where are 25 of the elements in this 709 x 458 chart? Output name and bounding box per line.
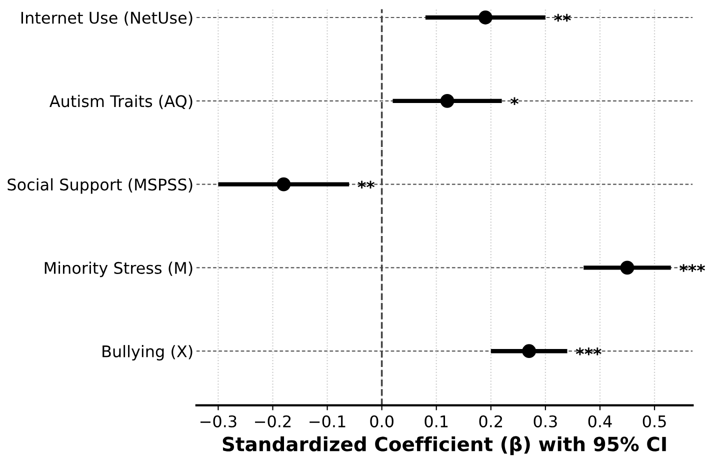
annotation: ** bbox=[358, 180, 375, 188]
point bbox=[276, 177, 291, 192]
x-tick-label: 0.2 bbox=[479, 415, 502, 428]
x-tick-label: 0.4 bbox=[588, 415, 612, 428]
annotation: * bbox=[510, 97, 519, 106]
annotation: *** bbox=[680, 264, 706, 272]
point bbox=[522, 344, 536, 358]
y-tick-label: Social Support (MSPSS) bbox=[8, 178, 192, 194]
y-tick-label: Minority Stress (M) bbox=[44, 262, 192, 278]
x-axis-title: Standardized Coefficient (β) with 95% CI bbox=[222, 436, 666, 456]
x-tick-label: −0.3 bbox=[200, 415, 236, 428]
x-tick-label: 0.5 bbox=[642, 415, 666, 428]
y-tick-label: Bullying (X) bbox=[102, 345, 192, 361]
x-tick-label: 0.0 bbox=[370, 415, 394, 428]
x-tick-label: 0.1 bbox=[424, 415, 448, 428]
x-tick-label: −0.2 bbox=[255, 415, 291, 428]
point bbox=[440, 94, 454, 108]
point bbox=[620, 260, 634, 275]
annotation: ** bbox=[554, 14, 571, 22]
y-tick-label: Autism Traits (AQ) bbox=[50, 94, 192, 110]
x-tick-label: −0.1 bbox=[310, 415, 346, 428]
y-tick-label: Internet Use (NetUse) bbox=[21, 11, 192, 26]
x-tick-label: 0.3 bbox=[534, 415, 557, 428]
point bbox=[478, 10, 492, 24]
annotation: *** bbox=[576, 348, 602, 356]
